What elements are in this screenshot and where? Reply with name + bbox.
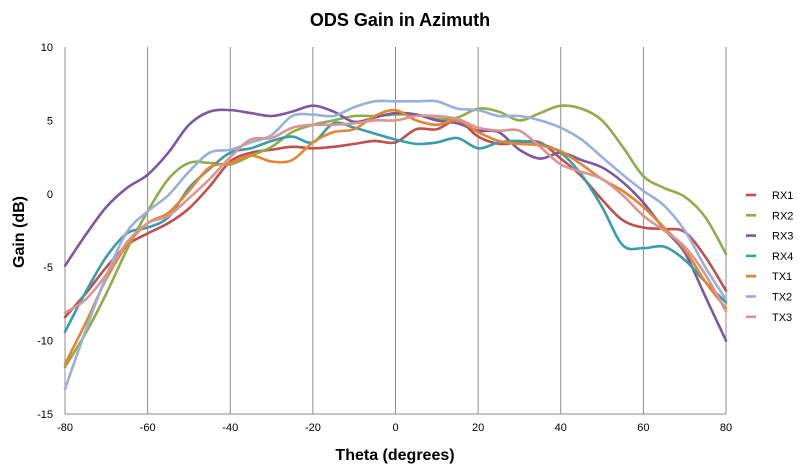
series-line-tx2 — [63, 99, 728, 391]
y-tick-label: 10 — [41, 42, 53, 54]
x-tick-label: 20 — [472, 422, 484, 434]
y-tick-label: 0 — [47, 189, 53, 201]
series-line-rx3 — [63, 104, 728, 342]
x-tick-label: 60 — [637, 422, 649, 434]
legend-label-rx4: RX4 — [772, 251, 793, 263]
x-tick-label: -80 — [57, 422, 73, 434]
x-tick-label: 80 — [720, 422, 732, 434]
series-line-tx3 — [63, 114, 728, 315]
x-tick-label: -20 — [305, 422, 321, 434]
y-tick-label: -10 — [37, 336, 53, 348]
legend-label-tx1: TX1 — [772, 271, 792, 283]
x-tick-label: 0 — [392, 422, 398, 434]
series-line-tx1 — [63, 108, 728, 366]
x-tick-label: 40 — [555, 422, 567, 434]
legend-label-tx2: TX2 — [772, 292, 792, 304]
series-line-rx1 — [63, 119, 728, 319]
legend-label-rx3: RX3 — [772, 231, 793, 243]
legend-label-rx1: RX1 — [772, 190, 793, 202]
plot-lines — [63, 99, 728, 391]
y-axis-label: Gain (dB) — [11, 196, 28, 268]
y-tick-label: -15 — [37, 409, 53, 421]
legend: RX1 RX2 RX3 RX4 TX1 TX2 TX3 — [746, 190, 793, 324]
legend-label-rx2: RX2 — [772, 210, 793, 222]
y-tick-label: 5 — [47, 115, 53, 127]
series-line-rx2 — [63, 104, 728, 369]
x-axis-label: Theta (degrees) — [335, 447, 454, 464]
y-tick-label: -5 — [43, 262, 53, 274]
x-tick-label: -60 — [140, 422, 156, 434]
chart-title: ODS Gain in Azimuth — [310, 10, 490, 30]
x-tick-label: -40 — [222, 422, 238, 434]
axis-ticks: -80 -60 -40 -20 0 20 40 60 80 -15 -10 -5 0 5 10 — [37, 42, 732, 434]
legend-label-tx3: TX3 — [772, 312, 792, 324]
